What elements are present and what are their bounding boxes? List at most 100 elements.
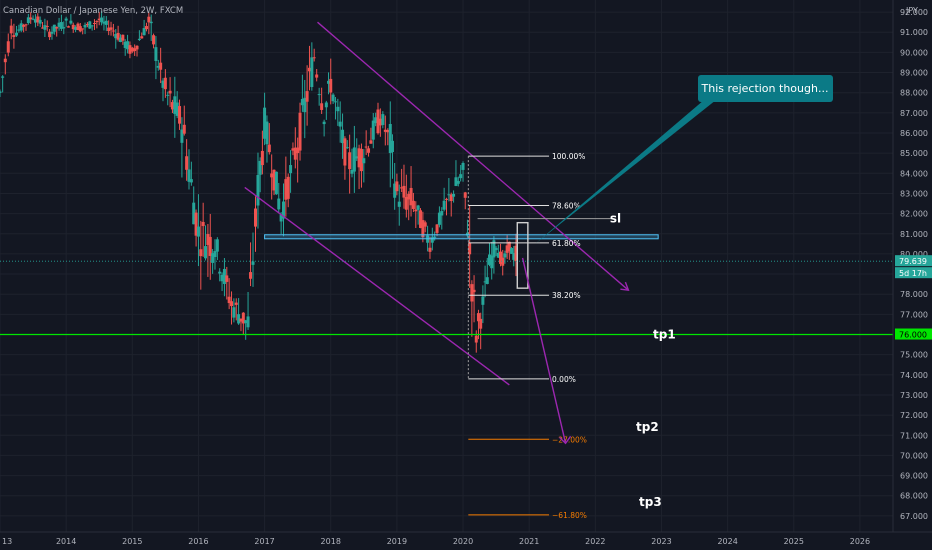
candle-body [320, 103, 324, 110]
candle-body [428, 247, 432, 252]
candle-body [244, 320, 248, 324]
y-tick-label: 80.000 [900, 250, 928, 259]
candle-body [234, 302, 238, 305]
candle-body [388, 124, 392, 154]
candle-body [343, 138, 347, 166]
tp1-price-text: 76.000 [899, 331, 927, 340]
candle-body [48, 31, 52, 38]
time-axis[interactable]: 13 2014 2015 2016 2017 2018 2019 2020 2021 2022 20… [0, 531, 932, 550]
tp1-label: tp1 [653, 328, 676, 342]
candle-body [501, 257, 505, 266]
candle-body [232, 307, 236, 318]
y-tick-label: 89.000 [900, 69, 928, 78]
drawing-overlays: tp1 100.00% 78.60% 61.80% 38.20% 0.00% −27.00%… [0, 21, 893, 520]
candle-body [281, 201, 285, 219]
y-tick-label: 77.000 [900, 310, 928, 319]
candle-body [284, 179, 288, 200]
candle-body [215, 239, 219, 252]
x-tick-label: 2021 [519, 537, 539, 546]
candle-body [272, 169, 276, 191]
y-tick-label: 70.000 [900, 451, 928, 460]
candle-body [312, 57, 316, 59]
candle-body [407, 193, 411, 200]
candle-body [447, 194, 451, 196]
candle-body [307, 67, 311, 72]
fib-level-label: −27.00% [552, 435, 587, 444]
y-tick-label: 92.000 [900, 8, 928, 17]
candle-body [133, 48, 137, 52]
x-tick-label: 2026 [850, 537, 870, 546]
candle-body [88, 21, 92, 29]
candle-body [29, 17, 33, 20]
candle-body [175, 102, 179, 116]
candle-body [0, 91, 2, 93]
candle-body [402, 185, 406, 198]
candle-body [251, 261, 255, 265]
candle-body [329, 78, 333, 93]
y-tick-label: 91.000 [900, 28, 928, 37]
candle-body [331, 94, 335, 102]
candle-body [142, 28, 146, 36]
candle-body [397, 201, 401, 207]
time-axis-bg [0, 532, 932, 550]
candle-body [90, 25, 94, 27]
candle-body [419, 210, 423, 228]
y-tick-label: 88.000 [900, 89, 928, 98]
candle-body [279, 214, 283, 222]
candle-body [241, 312, 245, 324]
candle-body [449, 194, 453, 202]
candle-body [187, 169, 191, 182]
x-tick-label: 2025 [784, 537, 804, 546]
price-axis[interactable]: 92.000 91.000 90.000 89.000 88.000 87.000 86.0… [892, 0, 932, 550]
candle-body [338, 121, 342, 127]
candle-body [350, 169, 354, 174]
candle-body [201, 221, 205, 227]
candle-body [374, 117, 378, 124]
candle-body [507, 241, 511, 252]
tp1-price-badge [895, 328, 932, 340]
candle-body [476, 313, 480, 322]
candle-body [461, 162, 465, 170]
grid-lines [0, 0, 893, 532]
candle-body [104, 20, 108, 25]
candle-body [333, 101, 337, 103]
forecast-arrowhead [559, 435, 572, 445]
candle-body [237, 314, 241, 324]
candle-body [355, 156, 359, 159]
candle-body [71, 24, 75, 30]
candle-body [456, 181, 460, 184]
y-tick-label: 69.000 [900, 472, 928, 481]
candle-body [59, 22, 63, 29]
resistance-zone [264, 234, 659, 240]
candle-body [78, 26, 82, 32]
current-price-text: 79.639 [899, 257, 927, 266]
candle-body [468, 242, 472, 255]
candle-body [31, 18, 35, 20]
candle-body [140, 36, 144, 39]
y-tick-label: 75.000 [900, 351, 928, 360]
candle-body [474, 335, 478, 343]
candle-body [95, 21, 99, 23]
candle-body [189, 179, 193, 183]
candle-body [43, 25, 47, 30]
candle-body [102, 21, 106, 24]
x-tick-label: 2020 [453, 537, 473, 546]
channel-lower-line [244, 186, 510, 386]
candle-body [442, 200, 446, 210]
candle-body [404, 197, 408, 210]
candle-body [118, 37, 122, 42]
candle-body [185, 156, 189, 170]
candle-body [256, 174, 260, 206]
candle-body [465, 232, 469, 236]
candle-body [22, 24, 26, 27]
candle-body [246, 316, 250, 328]
candle-body [414, 209, 418, 212]
candle-body [348, 152, 352, 170]
candle-body [33, 19, 37, 23]
candle-body [490, 255, 494, 269]
candle-body [36, 16, 40, 23]
candle-body [52, 24, 56, 32]
callout-annotation[interactable]: This rejection though... [535, 75, 833, 244]
candle-body [253, 208, 257, 227]
